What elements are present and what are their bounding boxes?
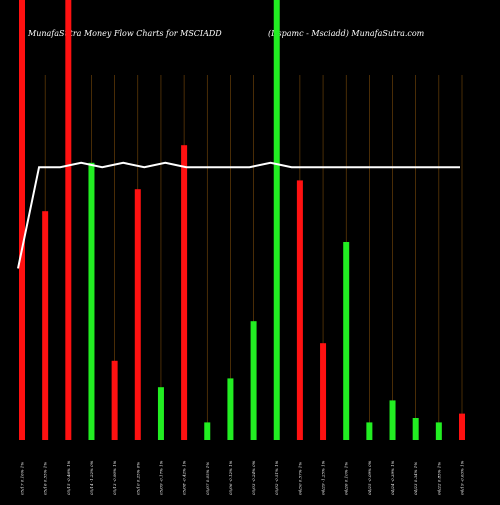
chart-bar	[412, 418, 419, 440]
bar-layer	[19, 0, 465, 441]
chart-title-left: MunafaSutra Money Flow Charts for MSCIAD…	[27, 29, 222, 38]
chart-bar	[389, 400, 396, 440]
x-tick-label: 05/17 0.16% 1%	[20, 462, 25, 495]
x-tick-label: 04/23 0.34% 1%	[413, 462, 418, 495]
x-tick-label: 05/07 0.05% 1%	[205, 462, 210, 495]
x-tick-label: 04/22 0.85% 1%	[436, 462, 441, 495]
x-tick-label: 05/10 0.25% 0%	[135, 462, 140, 495]
x-tick-label: 05/16 0.55% 1%	[43, 462, 48, 495]
chart-bar	[366, 422, 373, 440]
chart-bar	[181, 145, 188, 440]
x-tick-label: 05/06 -0.12% 1%	[228, 460, 233, 495]
chart-bar	[320, 343, 327, 440]
tick-layer: 05/17 0.16% 1% 05/16 0.55% 1% 05/15 -0.46%…	[20, 460, 465, 495]
x-tick-label: 05/02 -0.51% 1%	[274, 460, 279, 495]
chart-bar	[134, 189, 141, 440]
x-tick-label: 04/19 -0.63% 1%	[460, 460, 465, 495]
chart-title-right: (Dspamc - Msciadd) MunafaSutra.com	[268, 29, 425, 38]
x-tick-label: 04/26 0.10% 1%	[344, 462, 349, 495]
x-tick-label: 04/25 -0.09% 0%	[367, 460, 372, 495]
x-tick-label: 05/09 -0.17% 1%	[158, 460, 163, 495]
chart-bar	[227, 378, 234, 440]
chart-bar	[343, 242, 350, 440]
line-layer	[17, 161, 460, 269]
chart-bar	[250, 321, 257, 440]
x-tick-label: 05/13 -0.90% 1%	[112, 460, 117, 495]
chart-bar	[19, 0, 25, 440]
chart-bar	[204, 422, 211, 440]
chart-bar	[111, 360, 118, 440]
chart-bar	[459, 413, 465, 440]
flow-line	[17, 161, 460, 269]
chart-bar	[42, 211, 49, 440]
chart-bar	[435, 422, 442, 440]
x-tick-label: 04/29 -1.25% 1%	[321, 460, 326, 495]
x-tick-label: 05/08 -0.42% 1%	[182, 460, 187, 495]
x-tick-label: 05/15 -0.46% 1%	[66, 460, 71, 495]
chart-bar	[157, 387, 164, 440]
chart-bar	[88, 162, 95, 441]
x-tick-label: 04/24 -0.39% 1%	[390, 460, 395, 495]
x-tick-label: 05/14 -1.22% 0%	[89, 460, 94, 495]
chart-bar	[65, 0, 72, 440]
chart-bar	[296, 180, 303, 440]
chart-bar	[273, 0, 280, 440]
x-tick-label: 05/03 -0.24% 0%	[251, 460, 256, 495]
x-tick-label: 04/30 0.57% 1%	[297, 462, 302, 495]
